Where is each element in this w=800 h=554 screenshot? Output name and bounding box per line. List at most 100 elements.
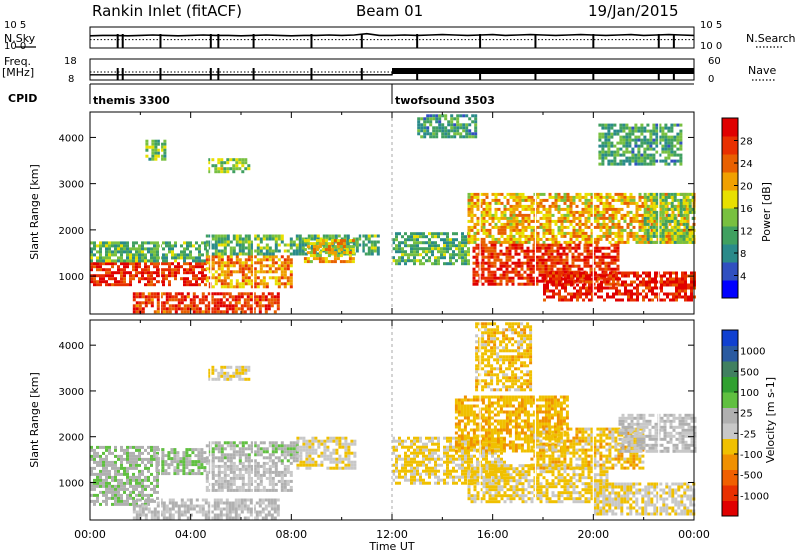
power-echo-cell (579, 274, 582, 278)
velocity-echo-cell (255, 513, 259, 517)
power-echo-cell (690, 271, 693, 275)
power-echo-cell (253, 237, 257, 241)
power-echo-cell (583, 258, 587, 262)
velocity-echo-cell (280, 461, 284, 465)
power-echo-cell (467, 250, 470, 254)
power-echo-cell (183, 259, 186, 263)
power-echo-cell (520, 273, 524, 277)
power-echo-cell (579, 280, 582, 284)
velocity-echo-cell (168, 513, 172, 517)
power-echo-cell (114, 277, 117, 281)
power-echo-cell (468, 132, 472, 136)
power-echo-cell (608, 201, 612, 205)
power-echo-cell (675, 283, 678, 287)
velocity-echo-cell (153, 484, 156, 488)
power-echo-cell (667, 216, 671, 220)
power-echo-cell (235, 285, 239, 289)
power-echo-cell (423, 120, 427, 124)
power-echo-cell (643, 198, 647, 202)
velocity-echo-cell (102, 478, 105, 482)
power-echo-cell (283, 243, 287, 247)
power-echo-cell (229, 167, 233, 171)
power-echo-cell (646, 129, 650, 133)
power-echo-cell (210, 301, 214, 305)
power-echo-cell (367, 246, 371, 250)
velocity-echo-cell (255, 510, 259, 514)
freq-label: Freq. (4, 55, 31, 68)
power-echo-cell (153, 259, 156, 263)
velocity-echo-cell (283, 470, 287, 474)
velocity-echo-cell (141, 472, 144, 476)
power-echo-cell (687, 298, 690, 302)
velocity-echo-cell (223, 470, 227, 474)
power-echo-cell (595, 264, 599, 268)
power-echo-cell (207, 307, 211, 311)
velocity-echo-cell (135, 484, 138, 488)
power-echo-cell (572, 219, 576, 223)
power-echo-cell (474, 117, 478, 121)
power-echo-cell (135, 256, 138, 260)
power-echo-cell (661, 228, 665, 232)
power-echo-cell (117, 280, 120, 284)
power-echo-cell (241, 270, 245, 274)
power-echo-cell (120, 274, 123, 278)
velocity-echo-cell (255, 501, 259, 505)
power-echo-cell (597, 289, 600, 293)
velocity-echo-cell (211, 488, 215, 492)
power-echo-cell (570, 283, 573, 287)
power-echo-cell (521, 231, 525, 235)
velocity-echo-cell (96, 475, 99, 479)
power-echo-cell (276, 307, 280, 311)
power-echo-cell (661, 237, 665, 241)
power-echo-cell (249, 310, 253, 314)
velocity-echo-cell (220, 485, 224, 489)
power-echo-cell (572, 216, 576, 220)
velocity-echo-cell (138, 507, 142, 511)
power-echo-cell (157, 154, 161, 158)
power-echo-cell (649, 204, 653, 208)
power-echo-cell (604, 156, 608, 160)
power-echo-cell (324, 260, 328, 264)
power-echo-cell (126, 250, 129, 254)
power-echo-cell (684, 295, 687, 299)
power-echo-cell (607, 129, 611, 133)
power-echo-cell (159, 295, 163, 299)
power-echo-cell (573, 271, 576, 275)
power-echo-cell (508, 249, 512, 253)
power-echo-cell (634, 138, 638, 142)
power-echo-cell (556, 267, 560, 271)
power-echo-cell (475, 243, 479, 247)
power-echo-cell (93, 283, 96, 287)
power-echo-cell (656, 222, 660, 226)
power-echo-cell (673, 192, 677, 196)
power-echo-cell (468, 135, 472, 139)
power-echo-cell (646, 144, 650, 148)
power-echo-cell (493, 246, 497, 250)
velocity-echo-cell (274, 482, 278, 486)
power-echo-cell (156, 307, 160, 311)
power-echo-cell (234, 310, 238, 314)
power-echo-cell (156, 256, 159, 260)
power-echo-cell (226, 167, 230, 171)
power-echo-cell (661, 204, 665, 208)
power-echo-cell (443, 238, 446, 242)
velocity-echo-cell (105, 469, 108, 473)
power-echo-cell (607, 150, 611, 154)
power-echo-cell (682, 231, 686, 235)
nsky-tick-label: 10 5 (4, 20, 26, 31)
power-echo-cell (162, 310, 166, 314)
power-echo-cell (117, 256, 120, 260)
power-echo-cell (431, 241, 434, 245)
power-echo-cell (226, 285, 230, 289)
power-echo-cell (676, 159, 680, 163)
power-echo-cell (446, 238, 449, 242)
power-echo-cell (138, 295, 142, 299)
velocity-echo-cell (99, 445, 102, 449)
power-echo-cell (472, 282, 476, 286)
power-echo-cell (376, 252, 380, 256)
power-echo-cell (114, 253, 117, 257)
power-echo-cell (440, 232, 443, 236)
power-echo-cell (168, 304, 172, 308)
power-echo-cell (625, 159, 629, 163)
power-echo-cell (518, 240, 522, 244)
